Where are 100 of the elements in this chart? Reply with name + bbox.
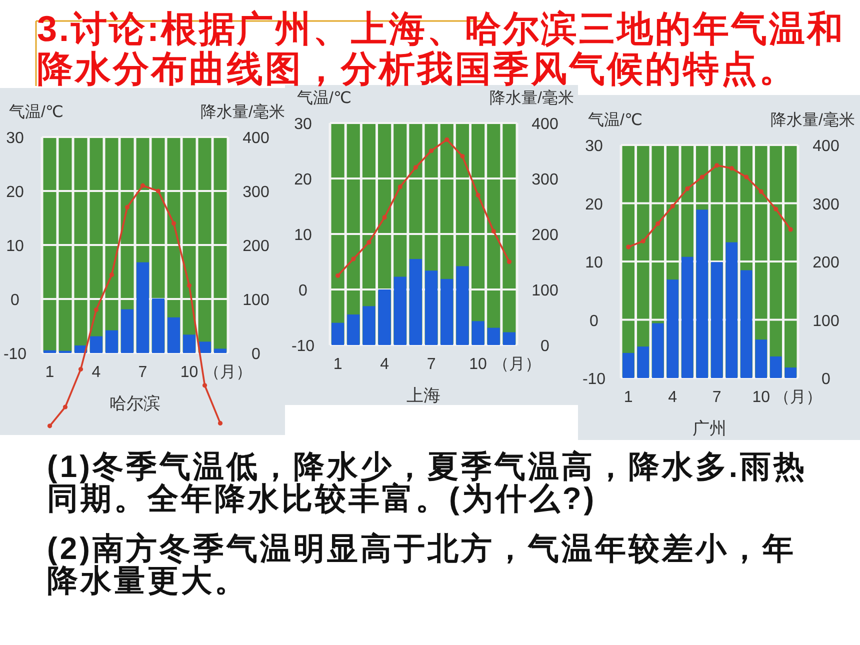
bar <box>136 262 149 353</box>
y-tick-label: 20 <box>6 184 24 201</box>
bar <box>456 266 469 345</box>
text: (2)南方冬季气温明显高于北方，气温年较差小，年降水量更大。 <box>47 531 797 598</box>
bar <box>784 368 796 378</box>
x-axis-title: （月） <box>493 356 541 373</box>
x-tick-label: 4 <box>380 356 390 373</box>
bar <box>362 306 376 345</box>
bar <box>637 346 649 378</box>
text: 哈尔滨 <box>110 394 160 413</box>
bar <box>183 334 196 353</box>
point <box>47 424 52 428</box>
point <box>218 420 223 426</box>
point <box>124 204 130 210</box>
y-tick-label: -10 <box>3 346 27 363</box>
bar <box>440 278 454 345</box>
point <box>398 184 402 190</box>
point <box>626 244 631 250</box>
text: 上海 <box>406 386 440 405</box>
bar <box>770 356 782 378</box>
point <box>413 165 418 170</box>
bar <box>152 298 164 353</box>
y-tick-label: 0 <box>298 282 308 300</box>
text: (1)冬季气温低，降水少，夏季气温高，降水多.雨热同期。全年降水比较丰富。(为什么?) <box>47 449 808 516</box>
bar <box>214 348 226 353</box>
point <box>700 174 704 180</box>
y2-tick-label: 300 <box>812 196 840 214</box>
point <box>670 204 675 208</box>
y2-tick-label: 100 <box>532 282 558 300</box>
x-tick-label: 4 <box>668 389 678 406</box>
point <box>744 174 749 180</box>
point <box>156 188 161 194</box>
point <box>491 228 496 234</box>
bar <box>168 317 180 353</box>
point <box>94 308 99 312</box>
y2-tick-label: 300 <box>532 172 558 188</box>
y-axis-title: 气温/℃ <box>9 104 64 121</box>
bar <box>409 258 422 345</box>
y2-tick-label: 100 <box>242 292 270 309</box>
bar <box>198 342 211 353</box>
bar <box>332 322 344 345</box>
x-tick-label: 10 <box>752 389 770 406</box>
y-tick-label: 20 <box>294 172 312 188</box>
y-tick-label: 10 <box>294 227 312 244</box>
bar <box>44 350 56 353</box>
x-tick-label: 1 <box>45 364 54 381</box>
x-axis-title: （月） <box>204 364 252 381</box>
point <box>729 166 734 171</box>
x-tick-label: 10 <box>469 356 488 373</box>
y2-tick-label: 0 <box>252 346 261 363</box>
point <box>656 221 660 226</box>
point <box>758 189 764 194</box>
x-tick-label: 7 <box>712 389 722 406</box>
y2-tick-label: 200 <box>242 238 270 255</box>
point <box>335 273 340 278</box>
bar <box>696 210 708 378</box>
y2-tick-label: 400 <box>812 138 840 155</box>
point <box>62 404 68 410</box>
y2-tick-label: 400 <box>242 130 270 147</box>
bar <box>487 328 500 345</box>
y-tick-label: 10 <box>6 238 24 255</box>
point <box>460 154 465 159</box>
x-tick-label: 4 <box>92 364 101 381</box>
point <box>382 215 387 220</box>
y2-tick-label: 100 <box>812 312 840 330</box>
y2-tick-label: 400 <box>532 116 558 133</box>
point <box>109 272 114 277</box>
y2-tick-label: 200 <box>812 254 840 272</box>
bar <box>622 352 634 378</box>
y-tick-label: 30 <box>585 138 603 155</box>
bar <box>347 314 360 345</box>
point <box>428 148 434 154</box>
bar <box>711 262 723 378</box>
y-tick-label: -10 <box>582 371 606 388</box>
bar <box>378 290 391 345</box>
y2-axis-title: 降水量/毫米 <box>200 103 285 121</box>
y-axis-title: 气温/℃ <box>588 112 642 129</box>
point <box>202 383 208 388</box>
x-tick-label: 1 <box>624 389 633 406</box>
point <box>640 238 646 244</box>
bar <box>472 321 484 345</box>
bar <box>726 242 738 378</box>
x-tick-label: 10 <box>180 364 198 381</box>
point <box>774 206 778 212</box>
bar <box>502 332 516 345</box>
point <box>685 186 690 191</box>
bar <box>106 330 118 353</box>
point <box>140 183 146 188</box>
point <box>366 240 372 245</box>
bar <box>121 309 134 353</box>
bar <box>652 323 664 378</box>
point <box>444 137 450 142</box>
bar <box>755 340 767 378</box>
x-tick-label: 1 <box>333 356 342 373</box>
bar <box>682 256 694 378</box>
y2-tick-label: 200 <box>532 227 558 244</box>
y-tick-label: 10 <box>585 254 603 272</box>
y-tick-label: 30 <box>6 130 24 147</box>
point <box>186 283 192 288</box>
text: 广州 <box>692 419 726 438</box>
